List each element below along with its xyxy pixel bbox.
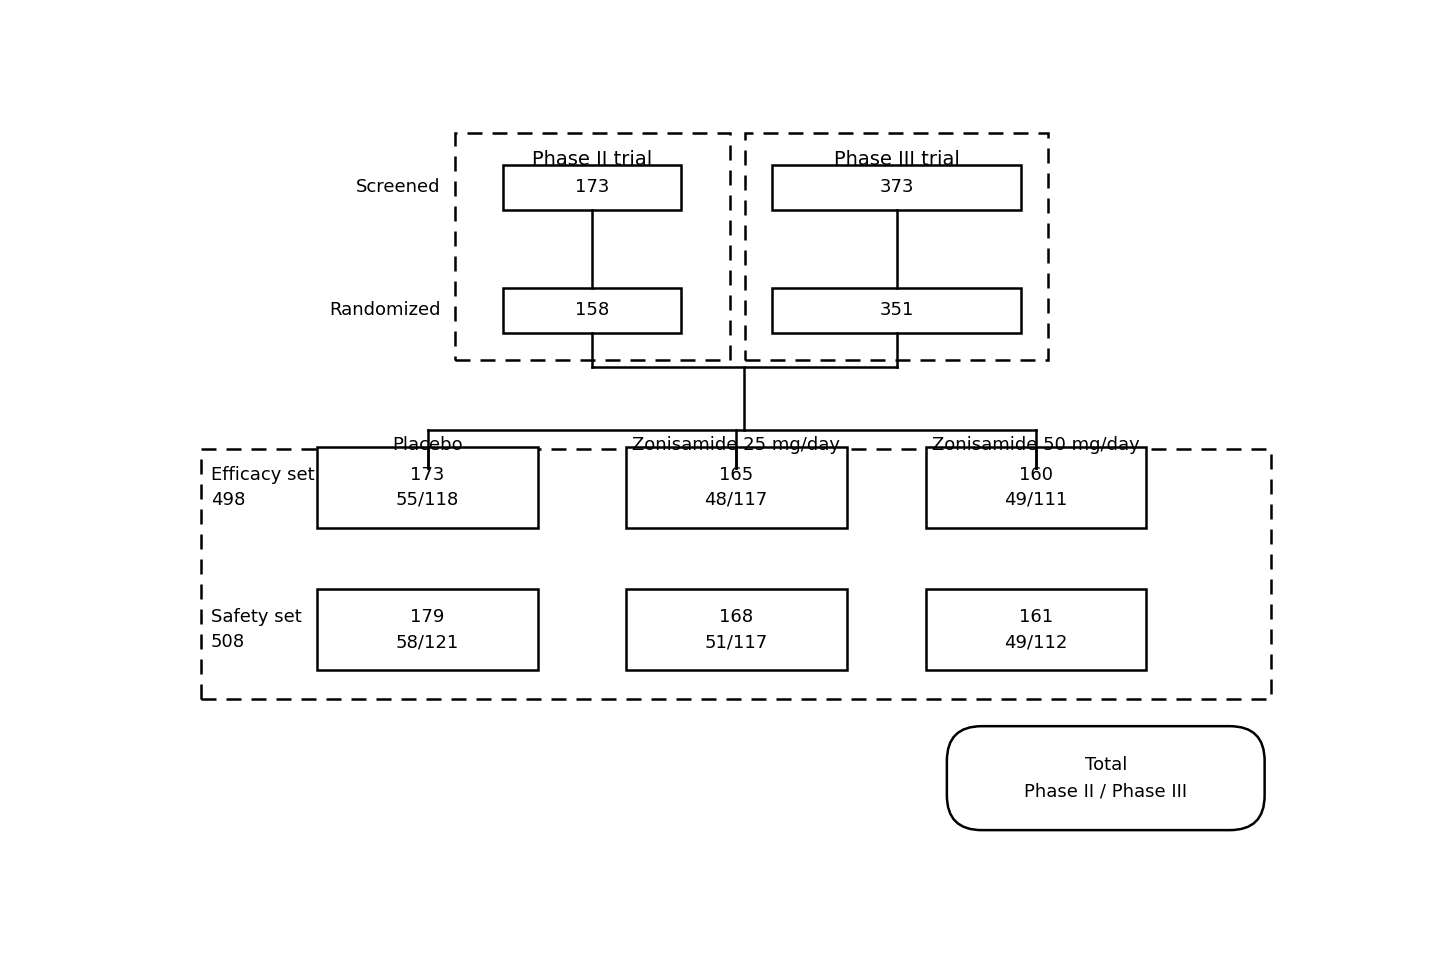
Text: 373: 373 xyxy=(879,178,914,196)
Bar xyxy=(318,447,537,528)
Text: 179
58/121: 179 58/121 xyxy=(397,609,460,651)
Bar xyxy=(454,133,730,360)
Text: Safety set
508: Safety set 508 xyxy=(211,609,302,651)
Text: Total
Phase II / Phase III: Total Phase II / Phase III xyxy=(1025,756,1187,800)
Bar xyxy=(925,589,1147,670)
Text: 173
55/118: 173 55/118 xyxy=(397,466,460,509)
FancyBboxPatch shape xyxy=(947,726,1265,830)
Text: Zonisamide 50 mg/day: Zonisamide 50 mg/day xyxy=(933,436,1140,454)
Bar xyxy=(925,447,1147,528)
Bar xyxy=(772,165,1022,210)
Bar xyxy=(625,447,846,528)
Text: Randomized: Randomized xyxy=(329,301,441,320)
Text: 160
49/111: 160 49/111 xyxy=(1004,466,1068,509)
Text: 165
48/117: 165 48/117 xyxy=(704,466,767,509)
Text: 158: 158 xyxy=(575,301,609,320)
Bar xyxy=(772,288,1022,332)
Text: Phase II trial: Phase II trial xyxy=(532,150,652,169)
Text: Zonisamide 25 mg/day: Zonisamide 25 mg/day xyxy=(632,436,841,454)
Bar xyxy=(201,449,1270,699)
Bar xyxy=(318,589,537,670)
Text: 161
49/112: 161 49/112 xyxy=(1004,609,1068,651)
Bar xyxy=(746,133,1048,360)
Bar xyxy=(503,288,681,332)
Bar xyxy=(503,165,681,210)
Text: Efficacy set
498: Efficacy set 498 xyxy=(211,466,315,509)
Text: Phase III trial: Phase III trial xyxy=(833,150,960,169)
Bar xyxy=(625,589,846,670)
Text: 168
51/117: 168 51/117 xyxy=(704,609,767,651)
Text: Screened: Screened xyxy=(356,178,441,196)
Text: Placebo: Placebo xyxy=(392,436,463,454)
Text: 173: 173 xyxy=(575,178,609,196)
Text: 351: 351 xyxy=(879,301,914,320)
